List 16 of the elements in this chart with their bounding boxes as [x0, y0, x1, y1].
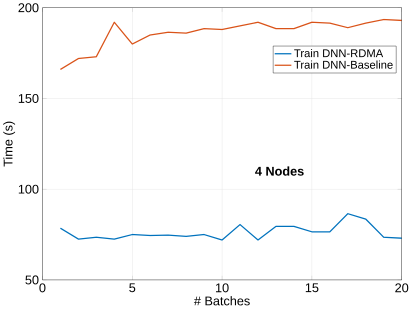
x-tick-label: 0	[39, 284, 46, 292]
x-tick-label: 10	[216, 284, 229, 292]
y-tick-label: 150	[18, 94, 39, 104]
x-tick-label: 15	[306, 284, 318, 292]
annotation: 4 Nodes	[255, 166, 304, 176]
y-tick-label: 200	[18, 3, 39, 12]
x-tick-label: 20	[395, 284, 408, 292]
x-tick-label: 5	[129, 284, 136, 292]
y-axis-title: Time (s)	[3, 122, 16, 167]
line-series	[60, 19, 402, 70]
y-tick-label: 50	[25, 276, 39, 285]
legend-label: Train DNN-Baseline	[294, 60, 393, 69]
x-axis-title: # Batches	[194, 296, 250, 306]
line-series	[60, 213, 402, 241]
y-tick-label: 100	[18, 184, 39, 194]
legend-label: Train DNN-RDMA	[294, 49, 384, 58]
